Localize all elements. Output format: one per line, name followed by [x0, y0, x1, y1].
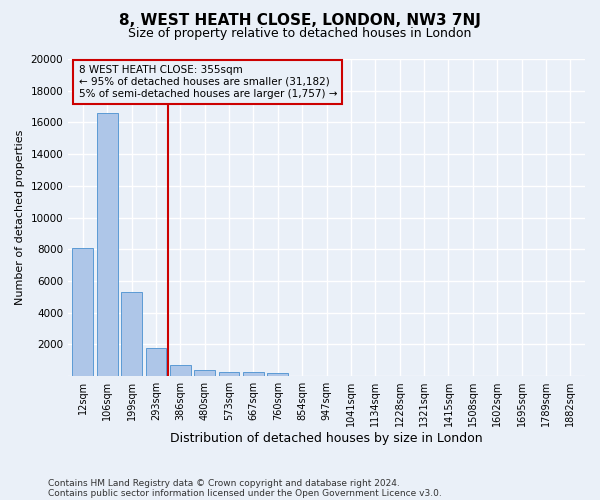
Text: 8, WEST HEATH CLOSE, LONDON, NW3 7NJ: 8, WEST HEATH CLOSE, LONDON, NW3 7NJ — [119, 12, 481, 28]
Bar — [219, 372, 239, 376]
Bar — [268, 373, 288, 376]
Text: 8 WEST HEATH CLOSE: 355sqm
← 95% of detached houses are smaller (31,182)
5% of s: 8 WEST HEATH CLOSE: 355sqm ← 95% of deta… — [79, 66, 337, 98]
Text: Contains HM Land Registry data © Crown copyright and database right 2024.: Contains HM Land Registry data © Crown c… — [48, 478, 400, 488]
Bar — [243, 372, 264, 376]
Bar — [194, 370, 215, 376]
X-axis label: Distribution of detached houses by size in London: Distribution of detached houses by size … — [170, 432, 483, 445]
Bar — [121, 292, 142, 376]
Bar — [73, 248, 93, 376]
Text: Contains public sector information licensed under the Open Government Licence v3: Contains public sector information licen… — [48, 488, 442, 498]
Bar — [170, 365, 191, 376]
Text: Size of property relative to detached houses in London: Size of property relative to detached ho… — [128, 28, 472, 40]
Bar — [97, 113, 118, 376]
Y-axis label: Number of detached properties: Number of detached properties — [15, 130, 25, 305]
Bar — [146, 348, 166, 376]
